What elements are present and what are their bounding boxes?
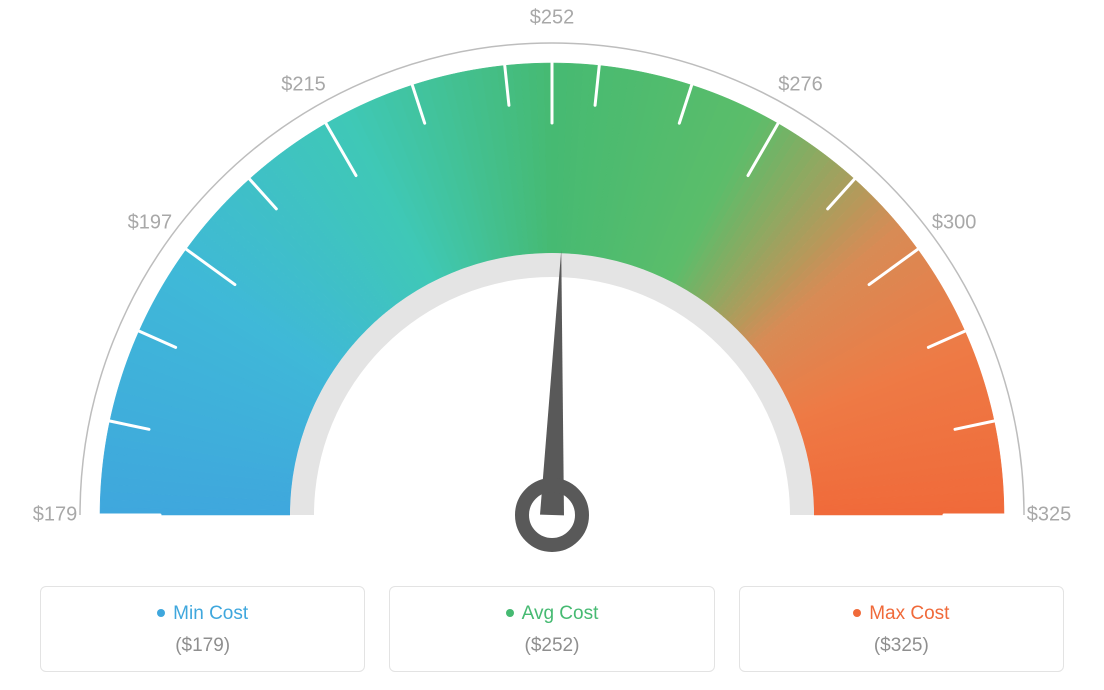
gauge-svg — [0, 0, 1104, 560]
legend-max-dot — [853, 609, 861, 617]
legend-avg-dot — [506, 609, 514, 617]
gauge-tick-label: $179 — [33, 504, 78, 527]
legend-avg-label: Avg Cost — [522, 603, 599, 624]
legend-max-value: ($325) — [750, 635, 1053, 657]
legend-min-value: ($179) — [51, 635, 354, 657]
chart-container: $179 $197 $215 $252 $276 $300 $325 Min Cost ($… — [0, 0, 1104, 690]
gauge-tick-label: $197 — [128, 211, 173, 234]
gauge-tick-label: $300 — [932, 211, 977, 234]
legend-avg-value: ($252) — [400, 635, 703, 657]
legend-min-title: Min Cost — [51, 603, 354, 625]
legend-max-label: Max Cost — [869, 603, 949, 624]
legend-min-dot — [157, 609, 165, 617]
legend-max: Max Cost ($325) — [739, 586, 1064, 672]
gauge-tick-label: $276 — [778, 73, 823, 96]
gauge-tick-label: $215 — [281, 73, 326, 96]
legend-min-label: Min Cost — [173, 603, 248, 624]
gauge-tick-label: $325 — [1027, 504, 1072, 527]
gauge-tick-label: $252 — [530, 7, 575, 30]
legend-min: Min Cost ($179) — [40, 586, 365, 672]
legend-avg-title: Avg Cost — [400, 603, 703, 625]
legend-max-title: Max Cost — [750, 603, 1053, 625]
gauge-chart: $179 $197 $215 $252 $276 $300 $325 — [0, 0, 1104, 560]
legend-row: Min Cost ($179) Avg Cost ($252) Max Cost… — [40, 586, 1064, 672]
legend-avg: Avg Cost ($252) — [389, 586, 714, 672]
